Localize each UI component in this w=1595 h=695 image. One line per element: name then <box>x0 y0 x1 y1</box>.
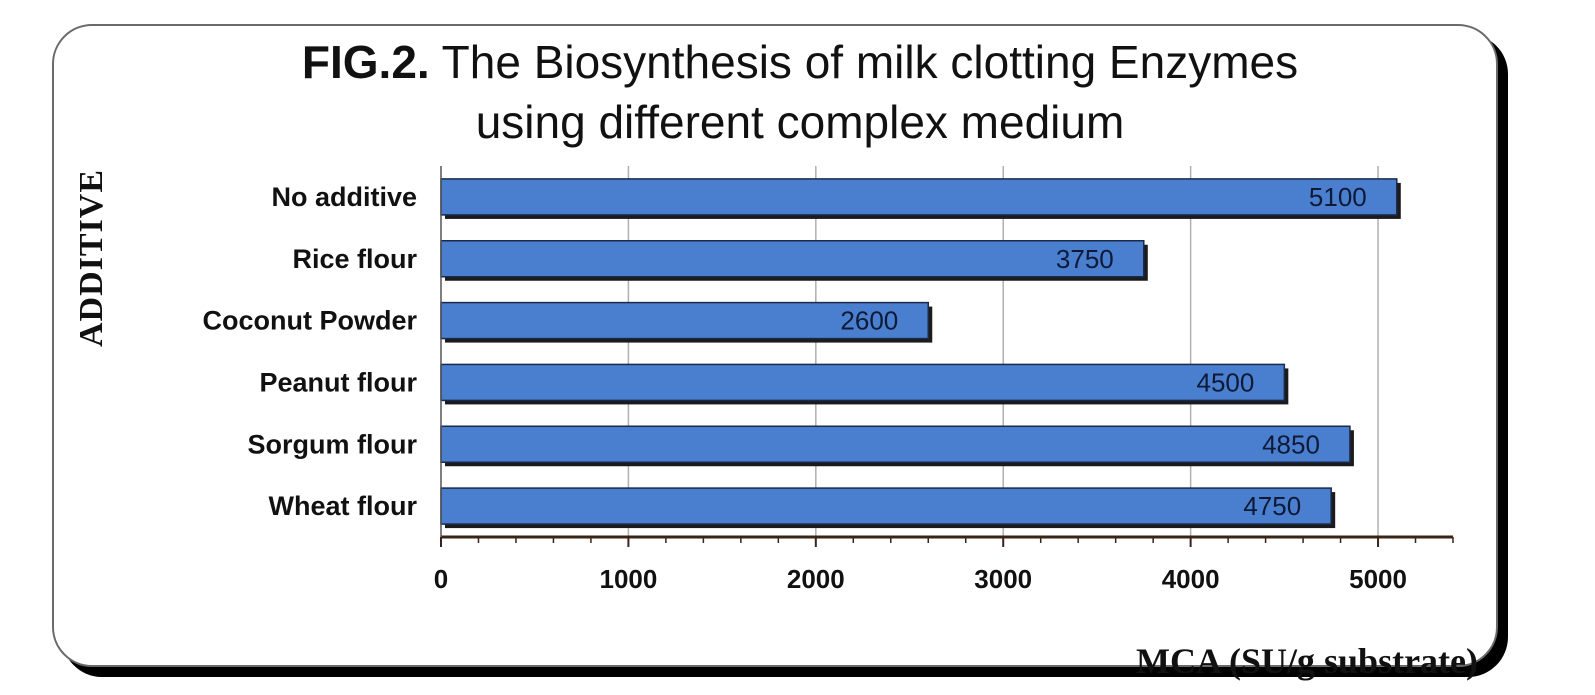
x-axis-label: MCA (SU/g substrate) <box>1136 641 1478 681</box>
data-label: 4500 <box>1196 367 1254 397</box>
x-tick-label: 4000 <box>1162 564 1220 594</box>
bar-no-additive <box>440 178 1398 216</box>
labels: 5100 No additive 3750 Rice flour 2600 Coconut… <box>203 182 1407 594</box>
bars <box>440 178 1401 529</box>
chart-title: FIG.2. The Biosynthesis of milk clotting… <box>52 32 1548 152</box>
figure-number: FIG.2. <box>301 36 430 88</box>
x-tick-label: 0 <box>434 564 448 594</box>
bar-wheat-flour <box>440 487 1332 525</box>
data-label: 4850 <box>1262 429 1320 459</box>
category-label: Peanut flour <box>259 367 417 397</box>
x-tick-label: 5000 <box>1349 564 1407 594</box>
chart-frame <box>52 24 1498 667</box>
x-axis <box>440 166 1454 547</box>
bar-peanut-flour <box>440 363 1286 402</box>
grid-lines <box>627 166 1379 537</box>
x-tick-label: 1000 <box>599 564 657 594</box>
category-label: Wheat flour <box>269 491 418 521</box>
bar-rice-flour <box>440 240 1145 278</box>
bar-sorgum-flour <box>440 425 1351 463</box>
chart-title-line2: using different complex medium <box>475 96 1125 148</box>
x-tick-label: 2000 <box>787 564 845 594</box>
data-label: 2600 <box>840 306 898 336</box>
y-axis-label: ADDITIVE <box>73 169 110 347</box>
category-label: No additive <box>271 182 417 212</box>
x-tick-label: 3000 <box>974 564 1032 594</box>
data-label: 5100 <box>1309 182 1367 212</box>
chart-title-text: The Biosynthesis of milk clotting Enzyme… <box>441 36 1299 88</box>
category-label: Rice flour <box>292 244 417 274</box>
chart-title-line1: FIG.2. The Biosynthesis of milk clotting… <box>52 32 1548 92</box>
data-label: 4750 <box>1243 491 1301 521</box>
category-label: Sorgum flour <box>248 429 418 459</box>
data-label: 3750 <box>1056 244 1114 274</box>
category-label: Coconut Powder <box>203 306 418 336</box>
